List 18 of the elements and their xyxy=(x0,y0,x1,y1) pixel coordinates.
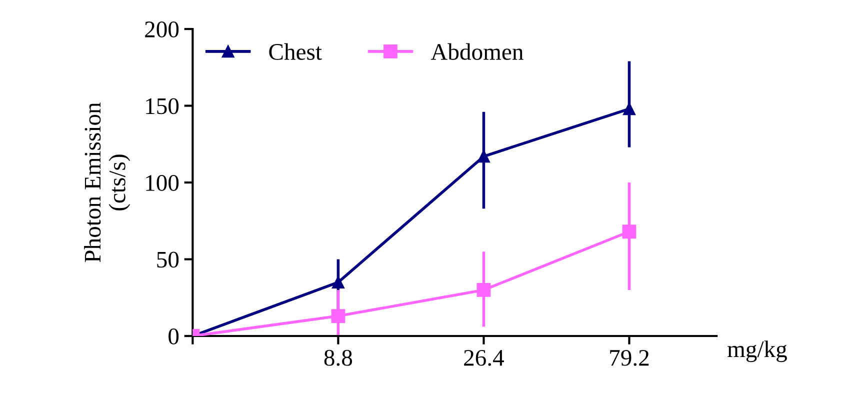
point xyxy=(622,102,636,116)
y-axis-title: Photon Emission (cts/s) xyxy=(84,102,130,262)
legend-label: Chest xyxy=(269,43,322,60)
y-tick-label: 50 xyxy=(157,252,179,268)
point xyxy=(331,309,346,323)
y-tick-label: 100 xyxy=(146,174,179,191)
y-tick-label: 0 xyxy=(168,328,179,344)
point xyxy=(476,283,491,297)
x-tick-label: 79.2 xyxy=(610,350,649,366)
legend-label: Abdomen xyxy=(430,43,524,60)
x-axis-title: mg/kg xyxy=(728,340,787,362)
y-tick-label: 150 xyxy=(146,98,179,114)
point xyxy=(332,276,344,289)
x-tick-label: 26.4 xyxy=(464,350,504,366)
y-tick-label: 200 xyxy=(145,21,179,38)
point xyxy=(622,224,636,239)
x-tick-label: 8.8 xyxy=(324,350,352,366)
point xyxy=(477,150,490,163)
